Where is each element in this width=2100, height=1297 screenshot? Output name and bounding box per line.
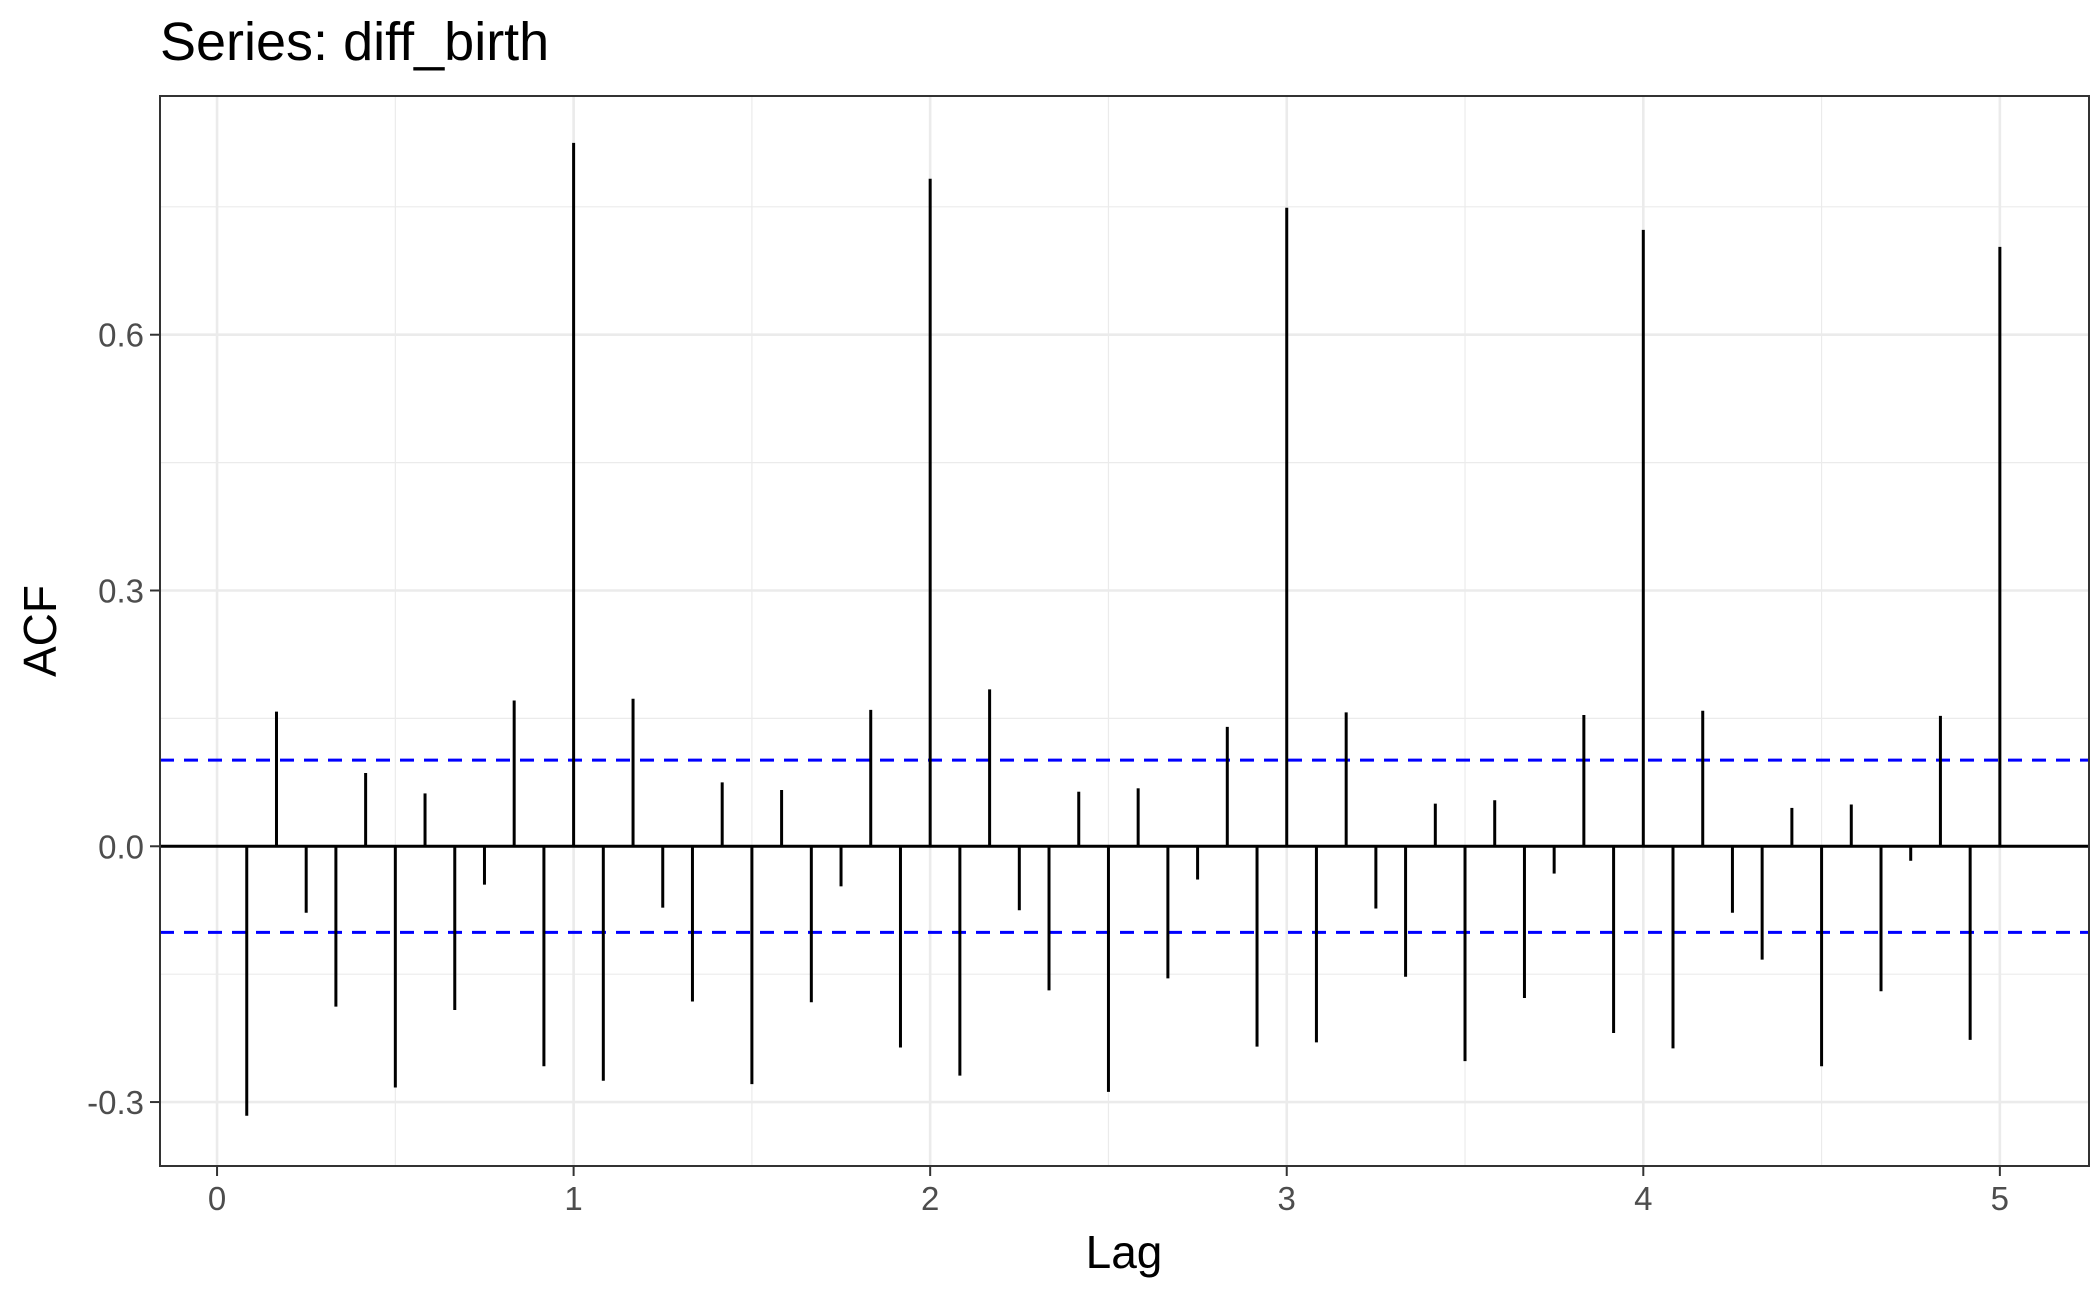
chart-title: Series: diff_birth (160, 12, 549, 72)
panel-border (159, 95, 2090, 1167)
y-tick-label: -0.3 (87, 1084, 144, 1121)
x-tick-label: 2 (921, 1180, 939, 1217)
y-tick-label: 0.0 (98, 828, 144, 865)
x-tick-label: 5 (1991, 1180, 2009, 1217)
acf-bars (160, 142, 2089, 1116)
x-tick-label: 0 (208, 1180, 226, 1217)
x-tick-label: 3 (1278, 1180, 1296, 1217)
y-tick-label: 0.3 (98, 573, 144, 610)
y-axis-title: ACF (14, 585, 66, 677)
confidence-bands (160, 758, 2089, 934)
x-tick-label: 1 (564, 1180, 582, 1217)
x-axis-title: Lag (1086, 1226, 1163, 1278)
panel-background (160, 96, 2089, 1166)
y-tick-label: 0.6 (98, 317, 144, 354)
x-tick-label: 4 (1634, 1180, 1652, 1217)
axis-ticks: 0 1 2 3 4 5 -0.3 0.0 0.3 0.6 (87, 317, 2009, 1217)
